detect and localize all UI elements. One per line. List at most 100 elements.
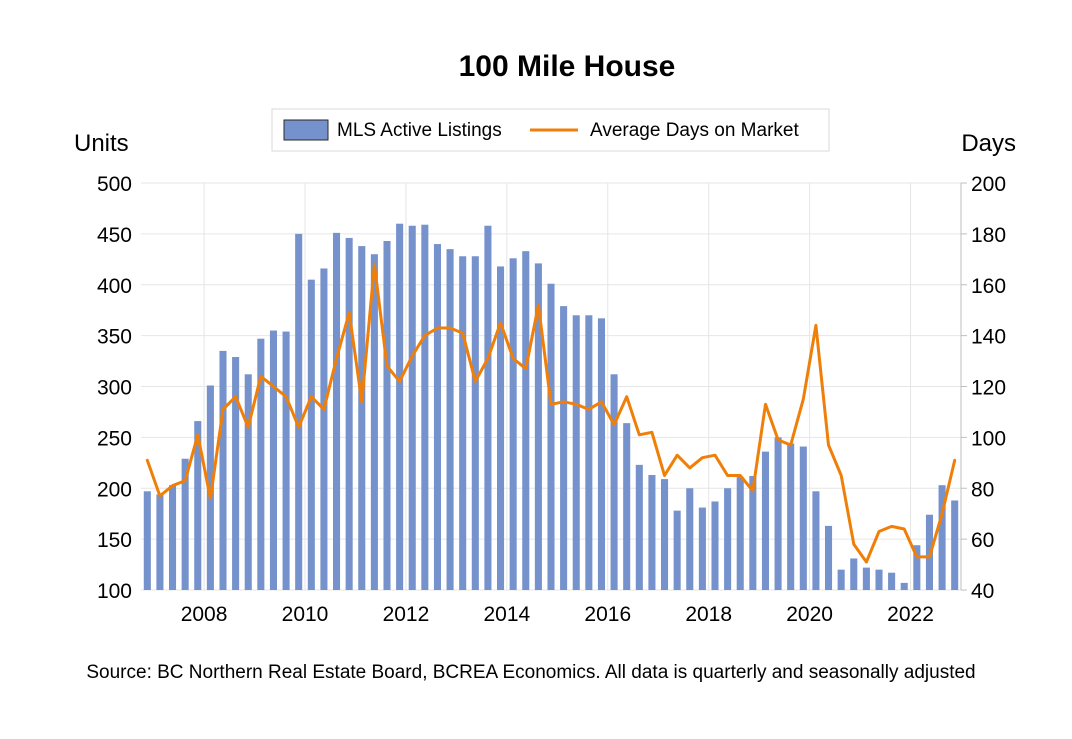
bar-mls-active-listings bbox=[181, 458, 189, 590]
bar-mls-active-listings bbox=[269, 330, 277, 590]
right-axis-tick-label: 140 bbox=[971, 326, 1006, 349]
left-axis-title: Units bbox=[74, 130, 129, 157]
left-axis-tick-label: 300 bbox=[97, 377, 132, 400]
bar-mls-active-listings bbox=[547, 283, 555, 590]
left-axis-tick-label: 250 bbox=[97, 427, 132, 450]
bar-mls-active-listings bbox=[724, 488, 732, 590]
bar-mls-active-listings bbox=[812, 491, 820, 590]
bar-mls-active-listings bbox=[169, 485, 177, 590]
bar-mls-active-listings bbox=[383, 240, 391, 590]
left-axis-tick-label: 200 bbox=[97, 478, 132, 501]
right-axis-tick-label: 200 bbox=[971, 173, 1006, 196]
bar-mls-active-listings bbox=[244, 374, 252, 590]
bar-mls-active-listings bbox=[635, 464, 643, 590]
x-axis-tick-label: 2012 bbox=[383, 603, 430, 626]
bar-mls-active-listings bbox=[761, 451, 769, 590]
bar-mls-active-listings bbox=[307, 279, 315, 590]
right-axis-tick-label: 80 bbox=[971, 478, 994, 501]
bar-mls-active-listings bbox=[686, 488, 694, 590]
left-axis-tick-label: 150 bbox=[97, 529, 132, 552]
left-axis-tick-label: 500 bbox=[97, 173, 132, 196]
bar-mls-active-listings bbox=[206, 385, 214, 590]
bar-mls-active-listings bbox=[433, 244, 441, 591]
bar-mls-active-listings bbox=[370, 254, 378, 590]
legend: MLS Active Listings Average Days on Mark… bbox=[271, 108, 830, 152]
left-axis-tick-label: 100 bbox=[97, 580, 132, 603]
bar-mls-active-listings bbox=[850, 558, 858, 590]
x-axis-tick-label: 2010 bbox=[282, 603, 329, 626]
bar-mls-active-listings bbox=[875, 569, 883, 590]
bar-mls-active-listings bbox=[913, 545, 921, 590]
right-axis-tick-label: 120 bbox=[971, 377, 1006, 400]
bar-mls-active-listings bbox=[736, 477, 744, 590]
bar-mls-active-listings bbox=[320, 268, 328, 590]
bar-mls-active-listings bbox=[673, 510, 681, 590]
bar-mls-active-listings bbox=[749, 476, 757, 590]
bar-mls-active-listings bbox=[799, 446, 807, 590]
legend-swatch-bars bbox=[283, 119, 329, 141]
bar-mls-active-listings bbox=[509, 258, 517, 590]
x-axis-tick-label: 2008 bbox=[181, 603, 228, 626]
bar-mls-active-listings bbox=[257, 338, 265, 590]
left-axis-tick-label: 450 bbox=[97, 224, 132, 247]
bar-mls-active-listings bbox=[143, 491, 151, 590]
legend-label-bars: MLS Active Listings bbox=[337, 120, 502, 141]
bar-mls-active-listings bbox=[358, 246, 366, 590]
source-note: Source: BC Northern Real Estate Board, B… bbox=[86, 662, 976, 683]
bar-mls-active-listings bbox=[446, 249, 454, 590]
bar-mls-active-listings bbox=[900, 582, 908, 590]
bar-mls-active-listings bbox=[597, 318, 605, 590]
bar-mls-active-listings bbox=[408, 225, 416, 591]
right-axis-tick-label: 100 bbox=[971, 427, 1006, 450]
bar-mls-active-listings bbox=[345, 237, 353, 590]
bar-mls-active-listings bbox=[938, 485, 946, 590]
line-series bbox=[145, 262, 957, 564]
bar-mls-active-listings bbox=[497, 266, 505, 590]
right-axis-tick-label: 160 bbox=[971, 275, 1006, 298]
left-axis-tick-label: 350 bbox=[97, 326, 132, 349]
bar-mls-active-listings bbox=[295, 233, 303, 590]
x-axis-tick-label: 2022 bbox=[887, 603, 934, 626]
bar-mls-active-listings bbox=[711, 501, 719, 590]
bar-mls-active-listings bbox=[661, 479, 669, 590]
bar-mls-active-listings bbox=[156, 494, 164, 590]
bar-mls-active-listings bbox=[888, 572, 896, 590]
bar-mls-active-listings bbox=[333, 232, 341, 591]
bar-mls-active-listings bbox=[623, 423, 631, 590]
bar-mls-active-listings bbox=[282, 331, 290, 590]
chart-title: 100 Mile House bbox=[458, 50, 676, 83]
x-axis-tick-label: 2014 bbox=[483, 603, 530, 626]
x-axis-tick-label: 2020 bbox=[786, 603, 833, 626]
bar-mls-active-listings bbox=[787, 443, 795, 590]
bar-mls-active-listings bbox=[648, 475, 656, 590]
bar-mls-active-listings bbox=[232, 356, 240, 590]
bar-mls-active-listings bbox=[825, 525, 833, 590]
bar-mls-active-listings bbox=[698, 507, 706, 590]
bar-mls-active-listings bbox=[862, 567, 870, 590]
axes: 100 40 150 60 200 80 250 100 300 120 350 140 400 160 4… bbox=[97, 173, 1006, 626]
x-axis-tick-label: 2016 bbox=[584, 603, 631, 626]
x-axis-tick-label: 2018 bbox=[685, 603, 732, 626]
bar-mls-active-listings bbox=[522, 251, 530, 591]
bar-series bbox=[143, 223, 959, 591]
bar-mls-active-listings bbox=[194, 421, 202, 590]
bar-mls-active-listings bbox=[396, 223, 404, 590]
right-axis-tick-label: 60 bbox=[971, 529, 994, 552]
right-axis-tick-label: 180 bbox=[971, 224, 1006, 247]
bar-mls-active-listings bbox=[459, 256, 467, 590]
bar-mls-active-listings bbox=[585, 315, 593, 590]
bar-mls-active-listings bbox=[610, 374, 618, 590]
bar-mls-active-listings bbox=[837, 569, 845, 590]
right-axis-tick-label: 40 bbox=[971, 580, 994, 603]
line-average-days-on-market bbox=[145, 262, 957, 564]
bar-mls-active-listings bbox=[560, 306, 568, 590]
bar-mls-active-listings bbox=[534, 263, 542, 590]
legend-label-line: Average Days on Market bbox=[590, 120, 799, 141]
left-axis-tick-label: 400 bbox=[97, 275, 132, 298]
bar-mls-active-listings bbox=[774, 437, 782, 590]
bar-mls-active-listings bbox=[471, 256, 479, 590]
bar-mls-active-listings bbox=[951, 500, 959, 590]
bar-mls-active-listings bbox=[219, 350, 227, 590]
bar-mls-active-listings bbox=[421, 224, 429, 590]
